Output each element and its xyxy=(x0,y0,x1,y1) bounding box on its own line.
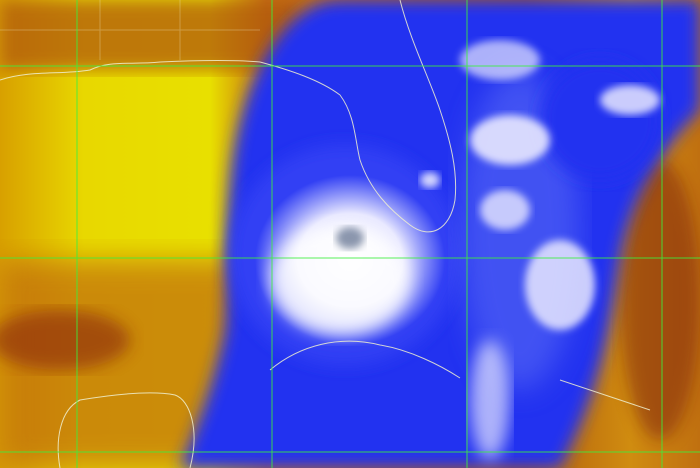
cuba-coastline xyxy=(269,340,461,379)
coastlines-and-borders xyxy=(0,0,651,468)
hurricane-core xyxy=(255,175,445,345)
cloud-bands xyxy=(420,40,660,460)
hispaniola-coastline xyxy=(559,379,651,411)
yucatan-coastline xyxy=(57,392,195,468)
hurricane-eye xyxy=(336,227,364,249)
florida-coastline xyxy=(259,0,457,233)
gulf-coast-line xyxy=(0,60,261,81)
